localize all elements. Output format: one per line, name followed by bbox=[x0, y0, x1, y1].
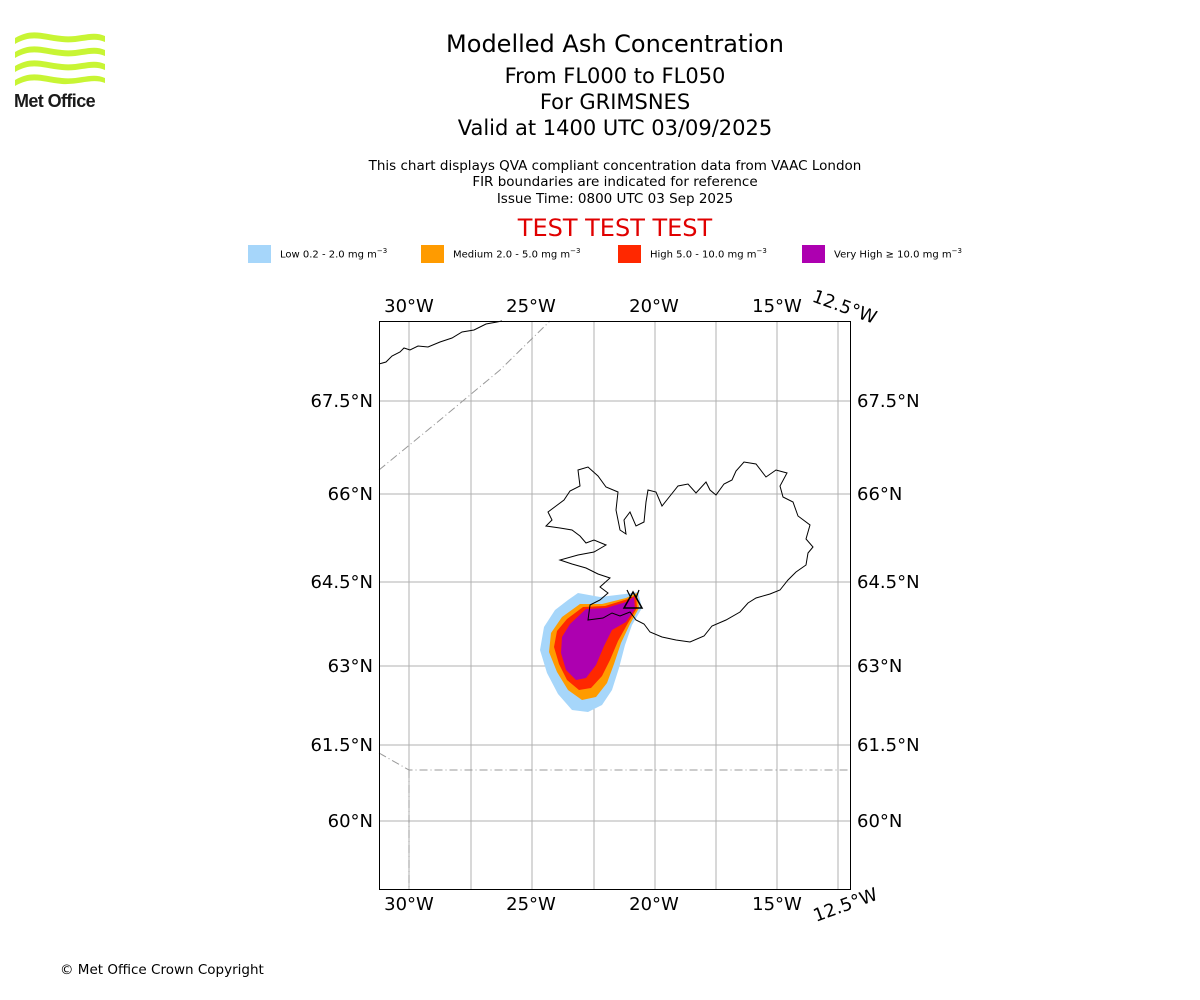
lat-label-left: 64.5°N bbox=[310, 572, 373, 593]
issue-time: Issue Time: 0800 UTC 03 Sep 2025 bbox=[496, 191, 734, 207]
lat-label-left: 63°N bbox=[328, 656, 373, 677]
fir-boundary-line bbox=[378, 320, 551, 471]
lon-label-bottom: 25°W bbox=[506, 894, 556, 915]
lat-label-left: 66°N bbox=[328, 484, 373, 505]
legend-label-high: High 5.0 - 10.0 mg m−3 bbox=[650, 247, 767, 261]
met-office-waves-icon bbox=[15, 32, 105, 86]
lat-label-right: 67.5°N bbox=[857, 391, 920, 412]
lon-label-top: 15°W bbox=[752, 296, 802, 317]
lon-label-bottom: 20°W bbox=[629, 894, 679, 915]
volcano-marker bbox=[622, 589, 644, 609]
lon-label-corner-bottom: 12.5°W bbox=[810, 884, 880, 927]
lat-label-left: 67.5°N bbox=[310, 391, 373, 412]
legend-label-very-high: Very High ≥ 10.0 mg m−3 bbox=[834, 247, 962, 261]
volcano-triangle-icon bbox=[622, 590, 644, 609]
lat-label-left: 61.5°N bbox=[310, 735, 373, 756]
lat-label-left: 60°N bbox=[328, 811, 373, 832]
copyright-notice: © Met Office Crown Copyright bbox=[60, 962, 264, 978]
lon-label-bottom: 30°W bbox=[384, 894, 434, 915]
note-qva: This chart displays QVA compliant concen… bbox=[368, 158, 862, 174]
ash-cloud bbox=[540, 592, 642, 712]
test-banner: TEST TEST TEST bbox=[517, 214, 713, 242]
volcano-smoke-line bbox=[635, 589, 640, 599]
lat-label-right: 60°N bbox=[857, 811, 902, 832]
lon-label-top: 30°W bbox=[384, 296, 434, 317]
legend-label-medium: Medium 2.0 - 5.0 mg m−3 bbox=[453, 247, 581, 261]
lon-label-top: 20°W bbox=[629, 296, 679, 317]
legend-swatch-very-high bbox=[802, 245, 825, 263]
greenland-coastline bbox=[378, 320, 503, 365]
lat-label-right: 66°N bbox=[857, 484, 902, 505]
fir-boundary-line bbox=[378, 752, 851, 771]
ash-layer-very-high bbox=[561, 597, 635, 680]
chart-title: Modelled Ash Concentration bbox=[446, 30, 784, 58]
note-fir: FIR boundaries are indicated for referen… bbox=[472, 174, 758, 190]
legend-swatch-low bbox=[248, 245, 271, 263]
valid-time: Valid at 1400 UTC 03/09/2025 bbox=[457, 116, 773, 140]
legend-label-low: Low 0.2 - 2.0 mg m−3 bbox=[280, 247, 388, 261]
iceland-coastline bbox=[544, 461, 814, 643]
volcano-name: For GRIMSNES bbox=[539, 90, 691, 114]
volcano-smoke-line bbox=[626, 589, 632, 599]
fir-boundaries bbox=[378, 320, 851, 890]
flight-level-range: From FL000 to FL050 bbox=[504, 64, 726, 88]
lon-label-corner-top: 12.5°W bbox=[809, 286, 879, 329]
legend-swatch-medium bbox=[421, 245, 444, 263]
map-frame bbox=[379, 321, 851, 890]
logo-text: Met Office bbox=[14, 91, 96, 111]
graticule bbox=[379, 321, 851, 890]
lat-label-right: 64.5°N bbox=[857, 572, 920, 593]
lon-label-bottom: 15°W bbox=[752, 894, 802, 915]
met-office-logo: Met Office bbox=[12, 28, 112, 116]
legend-swatch-high bbox=[618, 245, 641, 263]
lat-label-right: 63°N bbox=[857, 656, 902, 677]
lon-label-top: 25°W bbox=[506, 296, 556, 317]
lat-label-right: 61.5°N bbox=[857, 735, 920, 756]
